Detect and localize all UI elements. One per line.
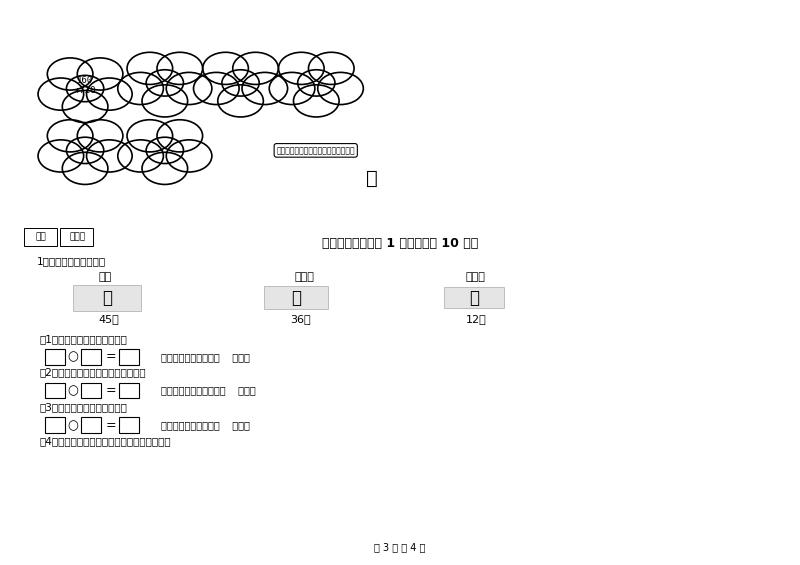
Text: 🚌: 🚌 xyxy=(469,289,478,307)
Text: 十一、附加题（共 1 大题，共计 10 分）: 十一、附加题（共 1 大题，共计 10 分） xyxy=(322,237,478,250)
FancyBboxPatch shape xyxy=(73,285,141,311)
Text: 1．根据图片信息解题。: 1．根据图片信息解题。 xyxy=(38,256,106,266)
Text: =: = xyxy=(106,350,116,363)
Text: 45辆: 45辆 xyxy=(98,314,119,324)
Text: =: = xyxy=(106,419,116,432)
Text: 🧍: 🧍 xyxy=(366,169,378,188)
Text: 🚛: 🚛 xyxy=(102,289,112,307)
Text: 评卷人: 评卷人 xyxy=(69,232,85,241)
Text: 答：大客车比卡车少（    ）辆。: 答：大客车比卡车少（ ）辆。 xyxy=(161,420,250,431)
Text: =: = xyxy=(106,384,116,397)
Text: 大客车: 大客车 xyxy=(466,272,486,282)
Text: （1）卡车比面包车多多少辆？: （1）卡车比面包车多多少辆？ xyxy=(40,334,127,344)
Text: （2）面包车和大客车一共有多少辆？: （2）面包车和大客车一共有多少辆？ xyxy=(40,367,146,377)
FancyBboxPatch shape xyxy=(444,287,504,308)
Text: 🚐: 🚐 xyxy=(291,289,302,307)
Text: 12辆: 12辆 xyxy=(466,314,486,324)
Text: 得分: 得分 xyxy=(36,232,46,241)
FancyBboxPatch shape xyxy=(265,286,328,310)
Text: 卡车: 卡车 xyxy=(98,272,112,282)
Text: ○: ○ xyxy=(68,384,78,397)
Text: 36辆: 36辆 xyxy=(290,314,310,324)
Text: ○: ○ xyxy=(68,419,78,432)
Text: 面包车: 面包车 xyxy=(294,272,314,282)
Text: （4）你还能提出什么数学问题并列式解答吗？: （4）你还能提出什么数学问题并列式解答吗？ xyxy=(40,436,171,446)
Text: 要想题写齐全，可爱好好动动脑筋呀！: 要想题写齐全，可爱好好动动脑筋呀！ xyxy=(277,146,355,155)
Text: 160
+720: 160 +720 xyxy=(74,76,96,95)
Text: 答：面包车和大客车共（    ）辆。: 答：面包车和大客车共（ ）辆。 xyxy=(161,385,255,396)
Text: 答：卡车比面包车多（    ）辆。: 答：卡车比面包车多（ ）辆。 xyxy=(161,352,250,362)
Text: （3）大客车比卡车少多少辆？: （3）大客车比卡车少多少辆？ xyxy=(40,402,127,412)
Text: ○: ○ xyxy=(68,350,78,363)
Text: 第 3 页 共 4 页: 第 3 页 共 4 页 xyxy=(374,542,426,552)
